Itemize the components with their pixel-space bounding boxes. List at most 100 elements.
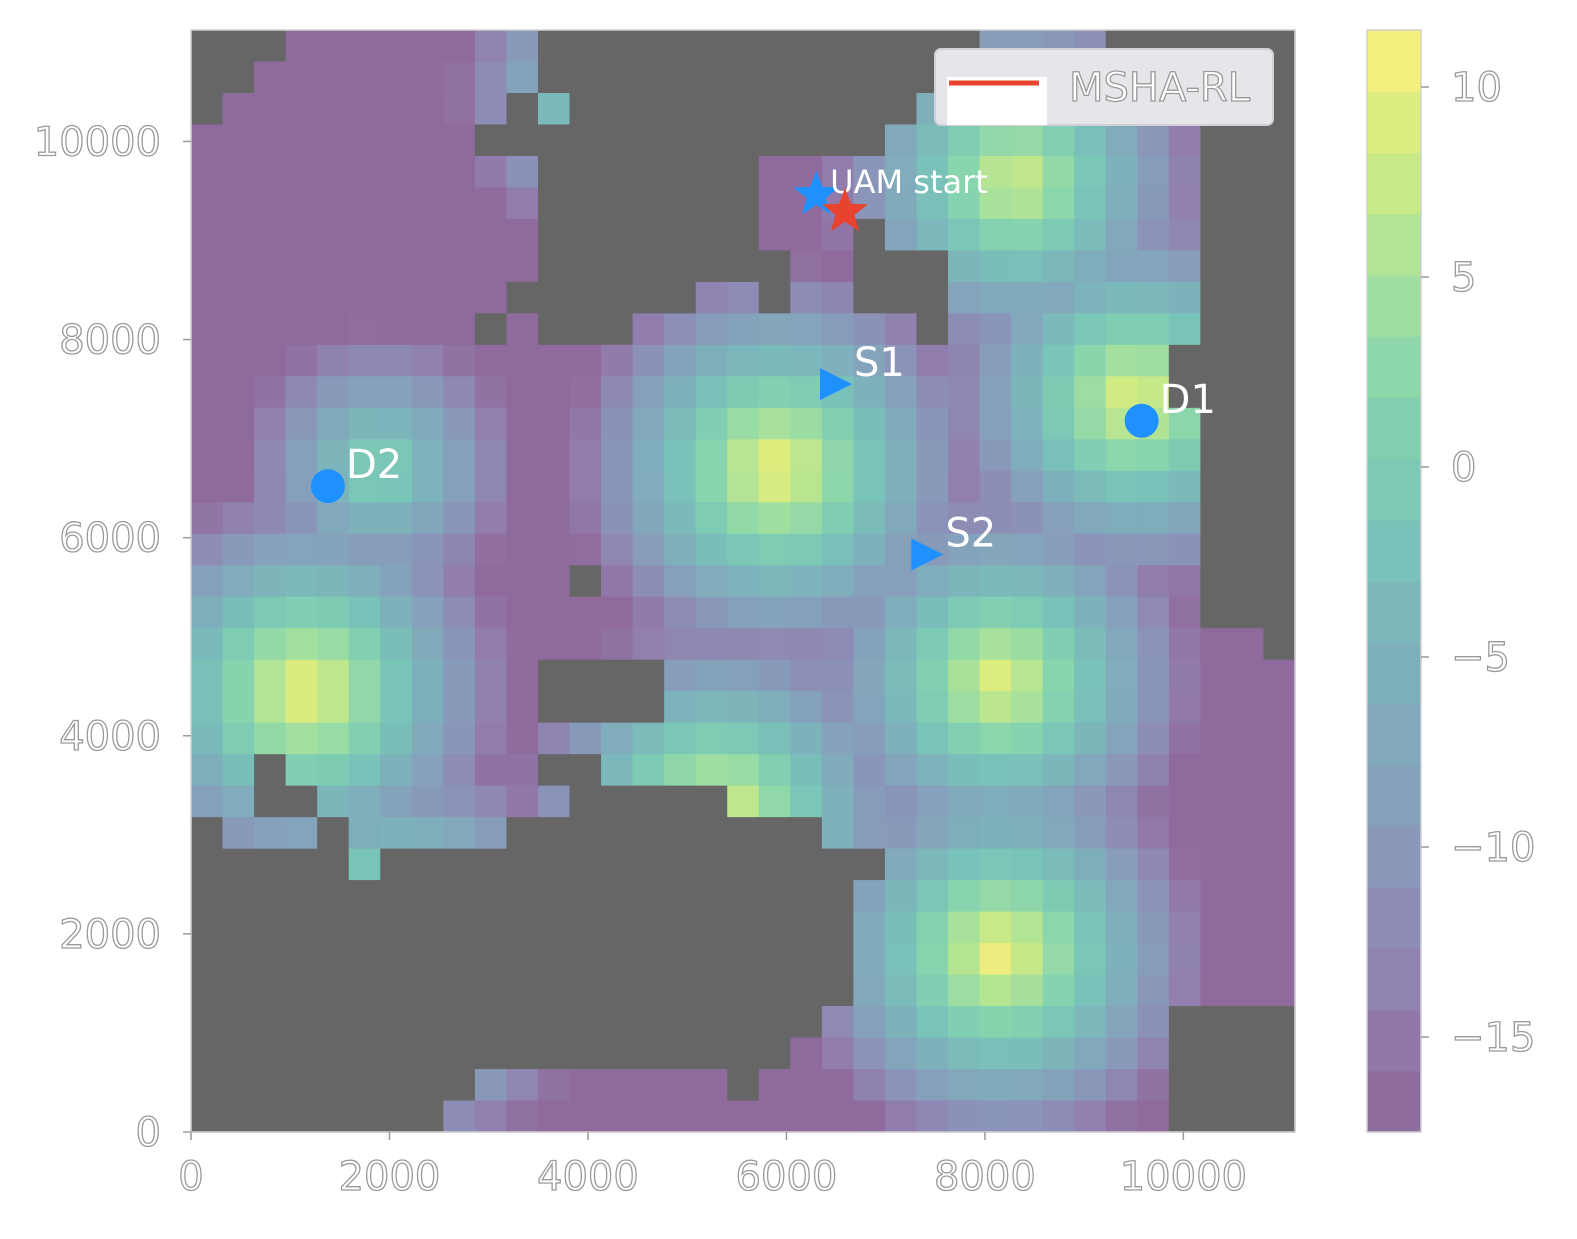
heatmap-cell [222, 218, 255, 251]
heatmap-cell [853, 722, 886, 755]
heatmap-cell [411, 754, 444, 787]
heatmap-cell [474, 407, 508, 440]
heatmap-cell [1074, 250, 1107, 283]
heatmap-cell [380, 155, 413, 189]
heatmap-cell [1074, 565, 1107, 598]
heatmap-cell [506, 1069, 539, 1102]
heatmap-cell [821, 817, 854, 850]
heatmap-cell [916, 691, 949, 724]
heatmap-cell [191, 187, 224, 220]
heatmap-cell [222, 313, 255, 346]
heatmap-cell [474, 30, 508, 63]
heatmap-cell [664, 691, 697, 724]
heatmap-cell [790, 848, 823, 881]
heatmap-cell [348, 974, 381, 1007]
heatmap-cell [569, 722, 602, 755]
heatmap-cell [411, 376, 444, 409]
heatmap-cell [1231, 218, 1265, 251]
heatmap-cell [1011, 218, 1044, 251]
heatmap-cell [411, 691, 444, 724]
d1-label: D1 [1160, 377, 1216, 423]
heatmap-cell [411, 880, 444, 913]
heatmap-cell [254, 1100, 287, 1133]
heatmap-cell [474, 439, 508, 472]
heatmap-cell [948, 281, 981, 314]
heatmap-cell [1200, 124, 1233, 157]
heatmap-cell [285, 596, 318, 629]
heatmap-cell [632, 628, 665, 661]
heatmap-cell [1074, 911, 1107, 944]
heatmap-cell [443, 407, 476, 440]
heatmap-cell [821, 439, 854, 472]
heatmap-cell [853, 30, 886, 63]
heatmap-cell [884, 344, 918, 377]
heatmap-cell [979, 565, 1012, 598]
heatmap-cell [1011, 659, 1044, 692]
heatmap-cell [758, 943, 791, 976]
heatmap-cell [1231, 880, 1265, 913]
heatmap-cell [664, 943, 697, 976]
heatmap-cell [821, 880, 854, 913]
heatmap-cell [632, 155, 665, 189]
heatmap-cell [411, 817, 444, 850]
heatmap-cell [380, 943, 413, 976]
heatmap-cell [664, 439, 697, 472]
heatmap-cell [348, 943, 381, 976]
heatmap-cell [254, 722, 287, 755]
heatmap-cell [317, 376, 350, 409]
heatmap-cell [758, 754, 791, 787]
heatmap-cell [664, 344, 697, 377]
y-tick-label: 2000 [59, 912, 161, 958]
legend-label: MSHA-RL [1069, 65, 1251, 111]
heatmap-cell [474, 659, 508, 692]
heatmap-cell [474, 1006, 508, 1039]
heatmap-cell [191, 502, 224, 535]
heatmap-cell [1263, 124, 1296, 157]
heatmap-cell [727, 313, 760, 346]
heatmap-cell [537, 785, 571, 818]
heatmap-cell [285, 533, 318, 566]
heatmap-cell [790, 533, 823, 566]
heatmap-cell [1168, 974, 1201, 1007]
heatmap-cell [1011, 250, 1044, 283]
heatmap-cell [632, 470, 665, 503]
heatmap-cell [411, 974, 444, 1007]
heatmap-cell [821, 785, 854, 818]
heatmap-cell [853, 911, 886, 944]
s2-label: S2 [945, 511, 996, 557]
heatmap-cell [695, 376, 728, 409]
heatmap-cell [664, 817, 697, 850]
heatmap-cell [474, 502, 508, 535]
heatmap-cell [285, 848, 318, 881]
heatmap-cell [222, 943, 255, 976]
heatmap-cell [1168, 880, 1201, 913]
heatmap-cell [695, 848, 728, 881]
heatmap-cell [1105, 344, 1138, 377]
heatmap-cell [411, 470, 444, 503]
heatmap-cell [1105, 659, 1138, 692]
heatmap-cell [191, 628, 224, 661]
heatmap-cell [411, 628, 444, 661]
heatmap-cell [443, 502, 476, 535]
heatmap-cell [695, 1006, 728, 1039]
heatmap-cell [348, 880, 381, 913]
heatmap-cell [790, 722, 823, 755]
heatmap-cell [853, 376, 886, 409]
heatmap-cell [474, 1037, 508, 1070]
heatmap-cell [758, 1069, 791, 1102]
heatmap-cell [443, 974, 476, 1007]
heatmap-cell [695, 155, 728, 189]
heatmap-cell [1200, 376, 1233, 409]
heatmap-cell [979, 502, 1012, 535]
heatmap-cell [537, 470, 571, 503]
heatmap-cell [1011, 754, 1044, 787]
heatmap-cell [1137, 565, 1170, 598]
heatmap-cell [758, 281, 791, 314]
heatmap-cell [191, 61, 224, 94]
heatmap-cell [695, 439, 728, 472]
heatmap-cell [569, 1100, 602, 1133]
heatmap-cell [727, 565, 760, 598]
heatmap-cell [695, 218, 728, 251]
heatmap-cell [948, 344, 981, 377]
heatmap-cell [1105, 439, 1138, 472]
